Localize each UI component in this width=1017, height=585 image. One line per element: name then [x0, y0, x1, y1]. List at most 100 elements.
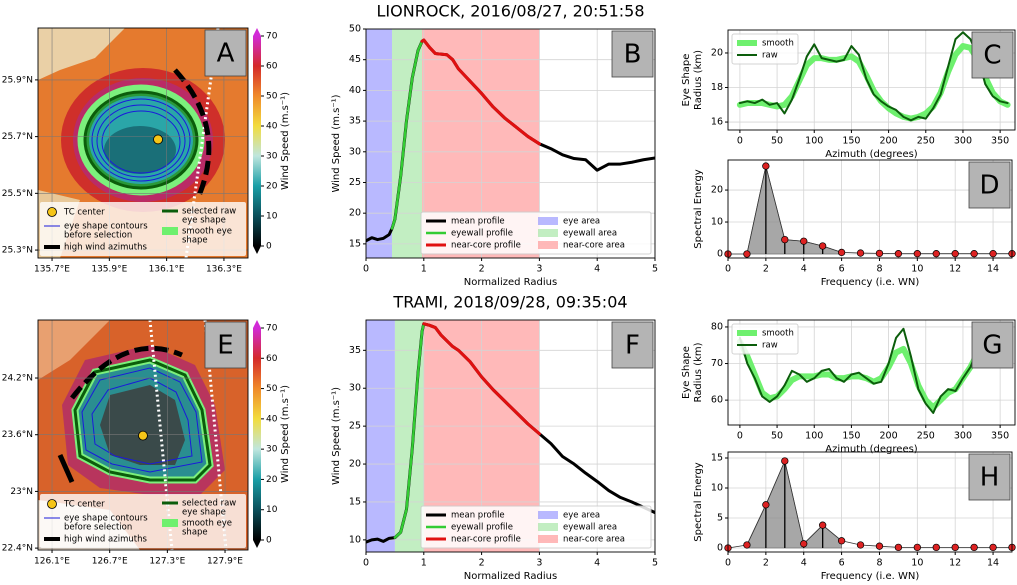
x-tick-label: 1	[421, 264, 427, 275]
x-tick-label: 100	[805, 136, 823, 147]
legend-label: eye shape	[182, 216, 226, 226]
legend-label: near-core profile	[451, 535, 521, 545]
y-tick-label: 18	[711, 82, 723, 93]
x-axis-label: Normalized Radius	[464, 571, 557, 582]
point	[913, 543, 921, 552]
point	[743, 250, 751, 258]
x-tick-label: 250	[917, 431, 935, 442]
legend-label: TC center	[63, 208, 105, 218]
legend-label: TC center	[63, 500, 105, 510]
x-tick-label: 12	[949, 264, 961, 275]
data-line	[420, 38, 541, 146]
x-tick-label: 350	[991, 136, 1009, 147]
point	[781, 457, 789, 465]
map-pale-area	[38, 28, 125, 80]
legend-label: eye shape	[182, 508, 226, 518]
legend-label: high wind azimuths	[64, 535, 147, 545]
colorbar-tick-label: 0	[266, 536, 272, 546]
x-tick-label: 136.1°E	[149, 265, 185, 275]
legend-marker	[47, 499, 57, 509]
x-tick-label: 150	[842, 431, 860, 442]
x-tick-label: 0	[363, 264, 369, 275]
colorbar-extend	[253, 28, 261, 36]
legend-label: near-core profile	[451, 241, 521, 251]
colorbar	[253, 328, 261, 540]
y-tick-label: 0	[717, 249, 723, 260]
legend-label: smooth eye	[182, 519, 232, 529]
x-tick-label: 0	[737, 136, 743, 147]
legend-marker	[47, 207, 57, 217]
y-axis-label: Radius (km)	[693, 342, 704, 402]
axes-frame	[37, 27, 249, 259]
y-tick-label: 25.9°N	[2, 75, 33, 85]
map-pale-area	[38, 320, 110, 380]
x-tick-label: 8	[876, 264, 882, 275]
x-tick-label: 50	[771, 136, 783, 147]
axes-frame	[727, 29, 1016, 131]
legend-label: eye area	[563, 217, 600, 227]
x-tick-label: 2	[479, 264, 485, 275]
colorbar-tick-label: 20	[266, 475, 278, 485]
y-axis-label: Spectral Energy	[693, 462, 704, 542]
y-tick-label: 15	[349, 238, 361, 249]
tc-center	[138, 430, 148, 441]
colorbar	[253, 36, 261, 246]
x-tick-label: 14	[987, 264, 999, 275]
y-tick-label: 40	[349, 85, 361, 96]
legend-label: eyewall profile	[451, 523, 513, 533]
legend-label: near-core area	[563, 241, 625, 251]
axes-frame	[365, 28, 656, 259]
legend-patch	[538, 511, 558, 519]
colorbar-extend	[253, 320, 261, 328]
legend-label: smooth	[762, 329, 794, 339]
y-tick-label: 70	[711, 358, 723, 369]
x-tick-label: 8	[876, 558, 882, 569]
map-raw-eye	[83, 90, 199, 190]
legend-label: selected raw	[182, 207, 236, 217]
legend-label: raw	[762, 341, 778, 351]
point	[989, 543, 997, 552]
x-axis-label: Frequency (i.e. WN)	[821, 277, 920, 288]
colorbar-tick-label: 70	[266, 324, 278, 334]
y-tick-label: 23.6°N	[2, 430, 33, 440]
legend-patch	[538, 241, 558, 249]
panel-label: E	[217, 331, 233, 361]
legend-label: mean profile	[451, 217, 505, 227]
legend-box	[420, 211, 652, 255]
spectrum-line	[728, 165, 1012, 255]
point	[781, 235, 789, 244]
data-line	[390, 40, 424, 230]
point	[837, 537, 846, 545]
x-tick-label: 6	[839, 264, 845, 275]
y-tick-label: 10	[711, 217, 723, 228]
legend-label: shape	[182, 236, 208, 246]
legend-label: raw	[762, 51, 778, 61]
panel-label: F	[625, 331, 640, 361]
x-axis-label: Frequency (i.e. WN)	[821, 571, 920, 582]
x-tick-label: 135.9°E	[91, 265, 127, 275]
x-tick-label: 3	[536, 558, 542, 569]
colorbar-tick-label: 10	[266, 505, 278, 515]
point	[800, 237, 808, 245]
y-tick-label: 15	[349, 496, 361, 507]
legend-patch	[162, 519, 178, 527]
y-axis-label: Radius (km)	[693, 50, 704, 110]
data-line	[422, 322, 541, 436]
x-tick-label: 136.3°E	[206, 265, 242, 275]
x-tick-label: 126.1°E	[34, 557, 70, 567]
x-axis-label: Azimuth (degrees)	[825, 444, 918, 455]
y-tick-label: 20	[711, 185, 723, 196]
legend-label: before selection	[64, 231, 132, 241]
x-tick-label: 10	[911, 264, 923, 275]
x-tick-label: 300	[954, 431, 972, 442]
panel-label-box	[971, 321, 1014, 369]
y-tick-label: 60	[711, 395, 723, 406]
x-tick-label: 150	[842, 136, 860, 147]
x-tick-label: 4	[594, 264, 600, 275]
y-tick-label: 20	[349, 208, 361, 219]
x-tick-label: 4	[594, 558, 600, 569]
map-high-wind-azimuths	[70, 345, 184, 400]
legend-label: eye area	[563, 511, 600, 521]
data-line	[393, 322, 426, 539]
x-tick-label: 2	[763, 264, 769, 275]
